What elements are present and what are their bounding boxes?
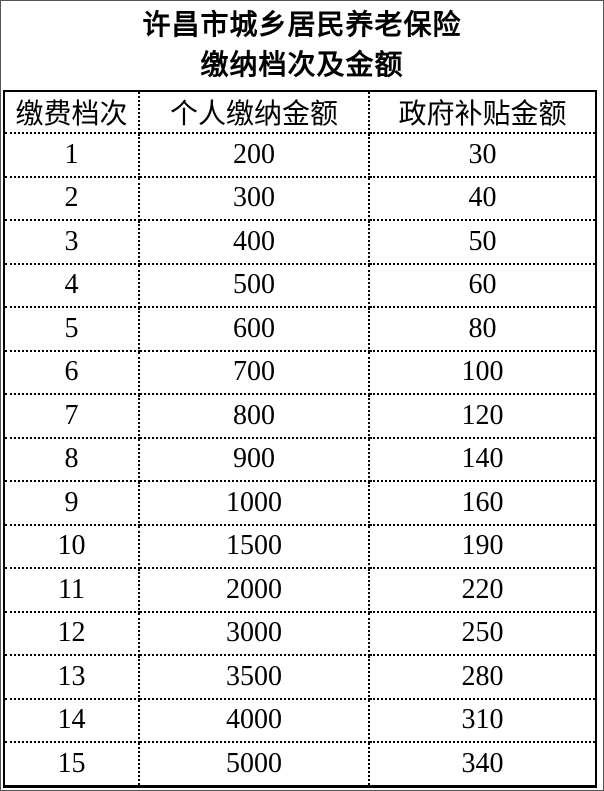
personal-amount-cell: 600 xyxy=(138,306,370,352)
table-body: 1 200 30 2 300 40 3 400 50 4 500 60 5 600 80 6 700 100 7 80… xyxy=(3,132,597,788)
table-row: 15 5000 340 xyxy=(3,741,597,788)
personal-amount-cell: 1500 xyxy=(138,523,370,570)
subsidy-amount-cell: 100 xyxy=(368,349,597,396)
subsidy-amount-cell: 190 xyxy=(368,523,597,570)
table-row: 7 800 120 xyxy=(3,393,597,439)
personal-amount-cell: 200 xyxy=(138,132,370,178)
tier-cell: 9 xyxy=(3,480,140,526)
table-row: 2 300 40 xyxy=(3,175,597,222)
pension-tier-table: 缴费档次 个人缴纳金额 政府补贴金额 1 200 30 2 300 40 3 400 50 4 50… xyxy=(3,90,597,788)
personal-amount-cell: 800 xyxy=(138,393,370,439)
subsidy-amount-cell: 60 xyxy=(368,262,597,309)
personal-amount-cell: 4000 xyxy=(138,697,370,744)
title-line-1: 许昌市城乡居民养老保险 xyxy=(142,10,462,41)
tier-cell: 12 xyxy=(3,610,140,657)
tier-cell: 6 xyxy=(3,349,140,396)
personal-amount-cell: 2000 xyxy=(138,567,370,613)
subsidy-amount-cell: 250 xyxy=(368,610,597,657)
tier-cell: 1 xyxy=(3,132,140,178)
personal-amount-cell: 900 xyxy=(138,436,370,483)
table-row: 10 1500 190 xyxy=(3,523,597,570)
tier-cell: 7 xyxy=(3,393,140,439)
personal-amount-cell: 700 xyxy=(138,349,370,396)
tier-cell: 4 xyxy=(3,262,140,309)
table-row: 6 700 100 xyxy=(3,349,597,396)
personal-amount-cell: 3000 xyxy=(138,610,370,657)
header-row: 缴费档次 个人缴纳金额 政府补贴金额 xyxy=(3,90,597,134)
subsidy-amount-cell: 220 xyxy=(368,567,597,613)
tier-cell: 8 xyxy=(3,436,140,483)
table-row: 1 200 30 xyxy=(3,132,597,178)
subsidy-amount-cell: 280 xyxy=(368,654,597,700)
table-row: 11 2000 220 xyxy=(3,567,597,613)
personal-amount-cell: 300 xyxy=(138,175,370,222)
personal-amount-cell: 1000 xyxy=(138,480,370,526)
tier-cell: 11 xyxy=(3,567,140,613)
subsidy-amount-cell: 30 xyxy=(368,132,597,178)
personal-amount-cell: 3500 xyxy=(138,654,370,700)
table-row: 12 3000 250 xyxy=(3,610,597,657)
tier-cell: 15 xyxy=(3,741,140,788)
subsidy-amount-cell: 40 xyxy=(368,175,597,222)
title-line-2: 缴纳档次及金额 xyxy=(200,50,404,81)
column-header-subsidy-amount: 政府补贴金额 xyxy=(368,90,597,134)
tier-cell: 14 xyxy=(3,697,140,744)
tier-cell: 3 xyxy=(3,219,140,265)
column-header-personal-amount: 个人缴纳金额 xyxy=(138,90,370,134)
table-row: 13 3500 280 xyxy=(3,654,597,700)
personal-amount-cell: 5000 xyxy=(138,741,370,788)
tier-cell: 5 xyxy=(3,306,140,352)
personal-amount-cell: 500 xyxy=(138,262,370,309)
subsidy-amount-cell: 140 xyxy=(368,436,597,483)
personal-amount-cell: 400 xyxy=(138,219,370,265)
tier-cell: 10 xyxy=(3,523,140,570)
table-row: 14 4000 310 xyxy=(3,697,597,744)
subsidy-amount-cell: 80 xyxy=(368,306,597,352)
table-row: 4 500 60 xyxy=(3,262,597,309)
table-row: 3 400 50 xyxy=(3,219,597,265)
subsidy-amount-cell: 160 xyxy=(368,480,597,526)
column-header-tier: 缴费档次 xyxy=(3,90,140,134)
tier-cell: 13 xyxy=(3,654,140,700)
table-row: 8 900 140 xyxy=(3,436,597,483)
subsidy-amount-cell: 340 xyxy=(368,741,597,788)
tier-cell: 2 xyxy=(3,175,140,222)
table-title: 许昌市城乡居民养老保险 缴纳档次及金额 xyxy=(1,1,603,86)
subsidy-amount-cell: 120 xyxy=(368,393,597,439)
subsidy-amount-cell: 310 xyxy=(368,697,597,744)
table-row: 5 600 80 xyxy=(3,306,597,352)
subsidy-amount-cell: 50 xyxy=(368,219,597,265)
table-row: 9 1000 160 xyxy=(3,480,597,526)
